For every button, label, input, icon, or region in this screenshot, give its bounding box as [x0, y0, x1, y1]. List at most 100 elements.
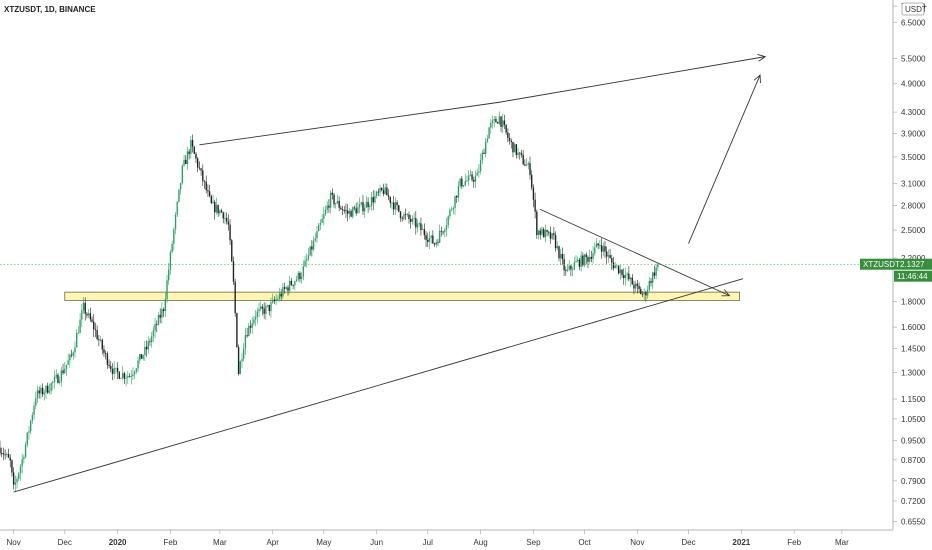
candle-body	[256, 311, 259, 317]
candle-body	[229, 224, 231, 241]
candle-body	[118, 372, 120, 379]
candle-body	[53, 376, 56, 382]
candle-body	[590, 256, 593, 259]
candle-body	[652, 272, 654, 283]
candle-body	[365, 201, 368, 208]
price-axis[interactable]: 7.00006.50005.50004.90004.30003.90003.50…	[893, 2, 926, 527]
time-tick-label: Nov	[7, 538, 21, 547]
candle-body	[205, 181, 207, 191]
breakout-arrow[interactable]	[688, 74, 761, 244]
candle-body	[369, 205, 371, 207]
support-zone[interactable]	[64, 291, 741, 301]
price-tick-label: 3.9000	[901, 129, 926, 138]
candle-body	[600, 245, 603, 252]
candle-body	[456, 195, 458, 198]
candle-body	[251, 323, 253, 328]
candle-body	[232, 261, 235, 282]
candle-body	[641, 294, 644, 295]
candle-body	[363, 207, 366, 212]
upper-channel-line[interactable]	[199, 101, 500, 146]
candle-body	[47, 385, 49, 393]
currency-badge[interactable]: USDT	[901, 2, 927, 16]
candle-body	[507, 132, 509, 139]
candle-body	[605, 251, 608, 257]
time-tick-label: Jun	[370, 538, 383, 547]
last-price-tag: XTZUSDT 2.1327 11:46:44	[860, 258, 932, 282]
candle-body	[86, 313, 88, 316]
candle-body	[537, 230, 540, 236]
candle-body	[437, 241, 439, 243]
candle-body	[583, 254, 586, 266]
candle-body	[370, 197, 373, 206]
descending-trendline-arrow[interactable]	[540, 208, 730, 297]
candle-body	[634, 283, 637, 289]
candle-body	[541, 229, 543, 235]
candle-body	[33, 405, 35, 415]
candle-body	[362, 202, 364, 212]
candle-body	[457, 186, 460, 198]
lower-channel-line[interactable]	[13, 278, 744, 493]
candle-body	[524, 164, 526, 166]
candle-body	[444, 229, 446, 232]
candle-body	[428, 237, 431, 242]
candle-body	[113, 367, 115, 374]
candle-body	[11, 460, 13, 473]
candle-body	[360, 202, 362, 205]
candle-body	[340, 207, 342, 210]
time-tick-label: Aug	[473, 538, 487, 547]
candle-body	[484, 141, 487, 155]
candle-body	[263, 308, 265, 314]
candle-body	[171, 243, 173, 252]
candle-body	[159, 314, 161, 318]
candle-body	[648, 281, 650, 290]
candle-body	[307, 255, 310, 260]
candle-body	[217, 204, 219, 214]
countdown-tag-box	[894, 270, 932, 282]
time-tick-label: May	[316, 538, 331, 547]
candle-body	[338, 201, 340, 208]
candle-body	[653, 272, 656, 276]
candle-body	[139, 354, 141, 361]
candle-body	[336, 201, 339, 204]
candle-body	[106, 353, 109, 365]
candle-body	[430, 235, 432, 238]
candle-body	[236, 313, 238, 348]
price-tick-label: 4.3000	[901, 108, 926, 117]
candle-body	[386, 187, 388, 196]
candle-body	[277, 299, 279, 300]
candle-body	[271, 299, 274, 303]
candle-body	[374, 196, 376, 203]
candle-body	[268, 304, 270, 312]
upper-projection-arrow[interactable]	[499, 56, 766, 103]
candle-body	[65, 364, 68, 369]
candle-body	[478, 171, 480, 173]
candle-body	[399, 211, 402, 218]
candle-body	[329, 192, 332, 208]
candle-body	[532, 187, 535, 200]
candle-body	[655, 267, 657, 276]
candle-body	[2, 453, 5, 455]
candle-body	[48, 390, 51, 393]
time-axis[interactable]: Nov Dec 2020 Feb Mar Apr May Jun Jul Aug Sep Oct Nov…	[7, 530, 850, 547]
candle-body	[433, 243, 436, 245]
candle-body	[108, 364, 110, 367]
time-tick-label: Nov	[630, 538, 644, 547]
candle-body	[219, 210, 221, 214]
price-tick-label: 2.8000	[901, 201, 926, 210]
candle-body	[536, 211, 538, 236]
time-tick-label: 2021	[732, 538, 750, 547]
candle-body	[98, 339, 100, 341]
candle-body	[515, 144, 518, 156]
candle-body	[31, 414, 34, 421]
price-tick-label: 0.6550	[901, 518, 926, 527]
candle-body	[617, 265, 620, 274]
candle-body	[324, 209, 327, 215]
candle-body	[225, 217, 228, 222]
candle-body	[534, 199, 536, 212]
candle-body	[633, 284, 635, 289]
candle-body	[604, 246, 606, 252]
candle-body	[45, 385, 47, 393]
candle-body	[127, 376, 129, 378]
